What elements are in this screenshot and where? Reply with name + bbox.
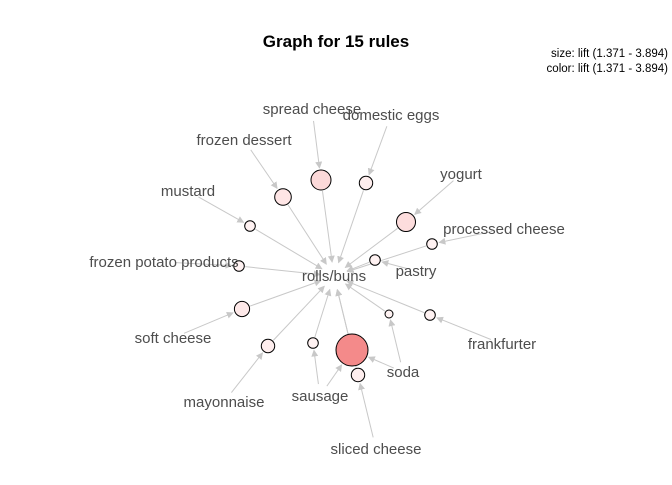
item-label: frankfurter (468, 336, 536, 353)
edge-rhs-13 (344, 283, 386, 312)
item-label: sausage (292, 388, 349, 405)
edge-rhs-11 (314, 288, 332, 338)
item-label: sliced cheese (331, 441, 422, 458)
rule-node (424, 309, 436, 321)
item-label: mustard (161, 183, 215, 200)
item-label: processed cheese (443, 221, 565, 238)
rule-node (350, 367, 366, 383)
rule-node (233, 260, 245, 272)
edge-rhs-6 (245, 266, 321, 278)
item-label: yogurt (440, 166, 483, 183)
edge-rhs-4 (344, 227, 398, 269)
rule-node (384, 309, 394, 319)
edge-lhs-8 (183, 311, 234, 334)
rule-node (260, 338, 276, 354)
edge-rhs-0 (321, 190, 335, 263)
edge-lhs-3 (198, 196, 245, 223)
rule-node (307, 337, 319, 349)
edge-rhs-5 (346, 245, 427, 274)
edge-layer (175, 120, 493, 438)
edge-lhs-14 (326, 364, 343, 387)
edge-lhs-6 (175, 261, 233, 269)
edge-rhs-2 (287, 204, 327, 265)
edge-lhs-2 (250, 149, 278, 190)
edge-rhs-9 (346, 280, 425, 314)
edge-lhs-13 (388, 319, 402, 363)
legend-size-label: size: lift (1.371 - 3.894) (551, 48, 668, 60)
edge-rhs-1 (337, 190, 364, 264)
edge-rhs-7 (346, 261, 370, 272)
edge-lhs-5 (438, 230, 493, 245)
item-label: frozen dessert (196, 132, 292, 149)
item-label: frozen potato products (89, 254, 238, 271)
rule-node (335, 333, 369, 367)
chart-title: Graph for 15 rules (263, 32, 409, 51)
edge-lhs-14 (367, 356, 395, 369)
item-label: domestic eggs (343, 107, 440, 124)
edge-lhs-10 (231, 352, 264, 393)
rule-node (310, 169, 332, 191)
rule-node (396, 212, 416, 232)
edge-rhs-10 (272, 285, 325, 341)
rule-node (274, 188, 292, 206)
rule-node (369, 254, 381, 266)
edge-lhs-11 (311, 349, 319, 385)
rule-node (244, 220, 256, 232)
rule-node (233, 300, 251, 318)
node-layer (233, 169, 438, 383)
item-label: soft cheese (135, 330, 212, 347)
edge-rhs-14 (335, 288, 349, 334)
edge-lhs-1 (367, 126, 388, 176)
rule-node (426, 238, 438, 250)
rule-node (358, 175, 374, 191)
edge-lhs-9 (436, 316, 492, 340)
edge-lhs-7 (381, 260, 407, 269)
edge-lhs-12 (358, 382, 374, 438)
item-label: spread cheese (263, 101, 361, 118)
edge-lhs-0 (313, 120, 323, 169)
edge-lhs-4 (414, 180, 454, 215)
edge-rhs-3 (255, 228, 323, 270)
legend-color-label: color: lift (1.371 - 3.894) (547, 63, 669, 75)
item-label: soda (387, 364, 420, 381)
item-label: mayonnaise (184, 394, 265, 411)
item-label: rolls/buns (302, 268, 366, 285)
item-label: pastry (396, 263, 437, 280)
edge-rhs-8 (249, 279, 322, 307)
